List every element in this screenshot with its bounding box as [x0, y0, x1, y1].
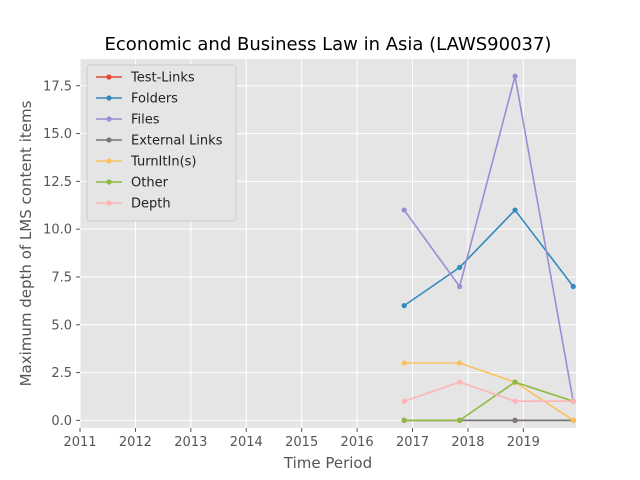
x-tick-label: 2017: [396, 435, 429, 450]
series-line-1: [403, 208, 574, 307]
x-tick-label: 2013: [174, 435, 207, 450]
y-tick-label: 2.5: [51, 366, 72, 381]
x-axis-ticks: 2011 2012 2013 2014 2015 2016 2017 2018 2019: [63, 428, 540, 450]
data-point: [512, 73, 518, 79]
legend-label: TurnItIn(s): [130, 155, 196, 170]
data-point: [457, 283, 463, 290]
data-point: [570, 398, 576, 404]
data-point: [457, 360, 463, 366]
legend-label: Test-Links: [130, 71, 195, 86]
data-point: [401, 417, 407, 423]
data-point: [457, 379, 463, 385]
y-tick-label: 5.0: [51, 318, 72, 333]
data-point: [401, 303, 407, 309]
x-tick-label: 2019: [507, 435, 540, 450]
data-point: [512, 398, 518, 404]
data-point: [570, 283, 576, 290]
legend-marker: [106, 74, 112, 80]
x-axis-label: Time Period: [283, 454, 372, 472]
x-tick-label: 2015: [285, 435, 318, 450]
x-tick-label: 2018: [451, 435, 484, 450]
legend-marker: [106, 116, 112, 122]
y-tick-label: 7.5: [51, 270, 72, 285]
x-tick-label: 2012: [119, 435, 152, 450]
y-axis-ticks: 0.0 2.5 5.0 7.5 10.0 12.5 15.0 17.5: [43, 79, 80, 429]
legend-label: Other: [131, 176, 169, 191]
data-point: [512, 207, 518, 213]
data-point: [401, 360, 407, 366]
legend: Test-Links Folders Files External Links Turn…: [86, 64, 237, 222]
x-tick-label: 2014: [230, 435, 263, 450]
data-point: [512, 379, 518, 385]
series-line-5: [404, 381, 574, 422]
chart-title: Economic and Business Law in Asia (LAWS9…: [105, 34, 552, 55]
series-line-6: [403, 381, 574, 403]
x-tick-label: 2016: [341, 435, 374, 450]
data-point: [401, 207, 407, 213]
x-tick-label: 2011: [63, 435, 96, 450]
legend-marker: [106, 137, 112, 143]
data-point: [457, 417, 463, 423]
y-tick-label: 12.5: [43, 175, 72, 190]
legend-label: External Links: [131, 134, 223, 149]
data-point: [401, 398, 407, 404]
legend-label: Depth: [131, 197, 171, 212]
series-layer: [401, 73, 576, 423]
legend-marker: [106, 179, 112, 185]
data-point: [512, 417, 518, 423]
legend-label: Files: [131, 113, 160, 128]
y-tick-label: 0.0: [51, 414, 72, 429]
y-tick-label: 15.0: [43, 127, 72, 142]
legend-marker: [106, 158, 112, 164]
legend-box: [86, 64, 237, 222]
y-tick-label: 10.0: [43, 223, 72, 238]
legend-marker: [106, 200, 112, 206]
data-point: [570, 417, 576, 423]
y-tick-label: 17.5: [43, 79, 72, 94]
series-line-2: [403, 76, 575, 402]
legend-marker: [106, 95, 112, 101]
y-axis-label: Maximum depth of LMS content items: [17, 100, 35, 386]
data-point: [457, 264, 463, 270]
legend-label: Folders: [131, 92, 178, 107]
